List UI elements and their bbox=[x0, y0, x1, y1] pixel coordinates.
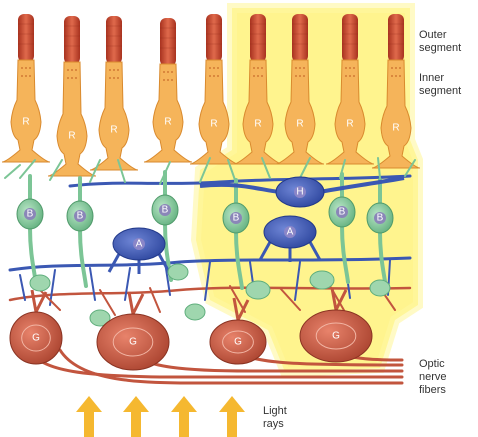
rod-label: R bbox=[110, 125, 117, 136]
rod-outer-segment bbox=[292, 14, 308, 62]
rod-cells: R R R R R R R R R bbox=[1, 14, 421, 177]
outer-plexiform-network bbox=[4, 157, 416, 188]
rod-label: R bbox=[296, 119, 303, 130]
rod-label: R bbox=[22, 117, 29, 128]
ganglion-cell: G bbox=[9, 289, 63, 365]
rod-outer-segment bbox=[250, 14, 266, 62]
up-arrow-icon bbox=[219, 396, 245, 437]
outer-segment-label-line2: segment bbox=[419, 42, 461, 54]
rod-label: R bbox=[164, 117, 171, 128]
bipolar-label: B bbox=[233, 213, 240, 224]
bipolar-label: B bbox=[162, 205, 169, 216]
inner-segment-label-line1: Inner bbox=[419, 72, 444, 84]
amacrine-cell: A bbox=[258, 215, 322, 262]
amacrine-label: A bbox=[136, 239, 143, 250]
rod-label: R bbox=[346, 119, 353, 130]
ganglion-cell: G bbox=[209, 297, 267, 365]
amacrine-cell: A bbox=[107, 227, 171, 274]
amacrine-label: A bbox=[287, 227, 294, 238]
optic-nerve-label-line2: nerve bbox=[419, 371, 447, 383]
rod-cell: R bbox=[371, 14, 421, 169]
rod-inner-segment bbox=[371, 59, 421, 169]
inner-segment-label: Inner segment bbox=[419, 72, 461, 97]
rod-label: R bbox=[210, 119, 217, 130]
light-arrows bbox=[76, 396, 245, 437]
up-arrow-icon bbox=[123, 396, 149, 437]
bipolar-label: B bbox=[77, 211, 84, 222]
light-rays-label: Light rays bbox=[263, 405, 290, 430]
bipolar-label: B bbox=[339, 207, 346, 218]
ganglion-label: G bbox=[129, 337, 137, 348]
horizontal-label: H bbox=[296, 187, 303, 198]
rod-label: R bbox=[254, 119, 261, 130]
rod-inner-segment bbox=[89, 61, 139, 171]
ganglion-cell: G bbox=[299, 287, 373, 363]
rod-outer-segment bbox=[64, 16, 80, 64]
outer-segment-label: Outer segment bbox=[419, 29, 461, 54]
rod-label: R bbox=[392, 123, 399, 134]
rod-inner-segment bbox=[47, 61, 97, 177]
rod-outer-segment bbox=[18, 14, 34, 62]
ganglion-label: G bbox=[234, 337, 242, 348]
up-arrow-icon bbox=[171, 396, 197, 437]
rod-outer-segment bbox=[160, 18, 176, 66]
up-arrow-icon bbox=[76, 396, 102, 437]
ganglion-label: G bbox=[32, 333, 40, 344]
rod-outer-segment bbox=[342, 14, 358, 62]
bipolar-label: B bbox=[377, 213, 384, 224]
rod-cell: R bbox=[1, 14, 51, 163]
rod-outer-segment bbox=[106, 16, 122, 64]
rod-inner-segment bbox=[275, 59, 325, 165]
horizontal-cell: H bbox=[199, 176, 405, 208]
optic-nerve-label-line1: Optic bbox=[419, 358, 445, 370]
rod-cell: R bbox=[325, 14, 375, 165]
light-rays-label-line2: rays bbox=[263, 418, 284, 430]
bipolar-cell: B bbox=[328, 172, 356, 284]
ganglion-cells: G G GG bbox=[9, 287, 373, 371]
inner-segment-label-line2: segment bbox=[419, 85, 461, 97]
ganglion-cell: G bbox=[96, 291, 170, 371]
rod-cell: R bbox=[47, 16, 97, 177]
optic-nerve-label: Optic nerve fibers bbox=[419, 358, 450, 396]
bipolar-cell: B bbox=[66, 176, 94, 288]
rod-cell: R bbox=[275, 14, 325, 165]
rod-outer-segment bbox=[206, 14, 222, 62]
rod-inner-segment bbox=[1, 59, 51, 163]
bipolar-label: B bbox=[27, 209, 34, 220]
optic-nerve-fibers bbox=[28, 348, 404, 385]
rod-cell: R bbox=[143, 18, 193, 163]
outer-segment-label-line1: Outer bbox=[419, 29, 447, 41]
region-labels: Outer segment Inner segment Optic nerve … bbox=[263, 29, 461, 430]
rod-outer-segment bbox=[388, 14, 404, 62]
rod-inner-segment bbox=[143, 63, 193, 163]
ganglion-label: G bbox=[332, 331, 340, 342]
rod-cell: R bbox=[89, 16, 139, 171]
optic-nerve-label-line3: fibers bbox=[419, 384, 446, 396]
rod-inner-segment bbox=[325, 59, 375, 165]
synaptic-terminals bbox=[29, 263, 391, 327]
light-rays-label-line1: Light bbox=[263, 405, 287, 417]
horizontal-amacrine-cells: H A A bbox=[107, 176, 405, 274]
bipolar-cell: B bbox=[16, 174, 44, 286]
rod-label: R bbox=[68, 131, 75, 142]
